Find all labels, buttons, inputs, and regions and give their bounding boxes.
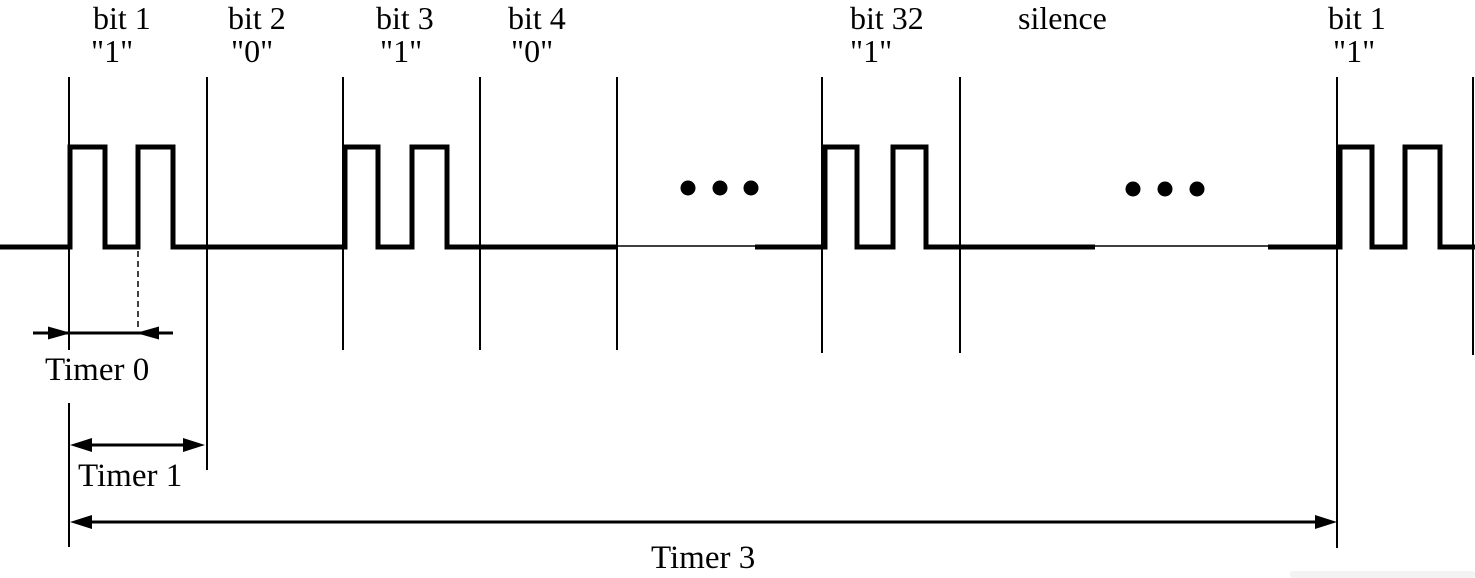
- signal-waveform: [0, 144, 1475, 250]
- timer0-arrow: [33, 326, 173, 340]
- timer1-label: Timer 1: [78, 458, 183, 494]
- bit4-label: bit 4: [508, 0, 566, 36]
- ellipsis-dot: [743, 180, 759, 196]
- bit2-label: bit 2: [228, 0, 286, 36]
- ellipsis-dot: [712, 180, 728, 196]
- ellipsis-dot: [680, 180, 696, 196]
- bit32-label: bit 32: [850, 0, 924, 36]
- timer3-arrowhead-left-icon: [70, 515, 92, 529]
- timer0-arrowhead-right-icon: [48, 326, 71, 340]
- silence-label: silence: [1018, 0, 1107, 36]
- timer3-arrow: [70, 515, 1337, 529]
- timer3-label: Timer 3: [651, 540, 756, 576]
- bit1-repeat-value: "1": [1333, 33, 1376, 69]
- timer1-arrow: [70, 438, 205, 452]
- bit3-label: bit 3: [376, 0, 434, 36]
- ellipsis-dot: [1189, 181, 1205, 197]
- ellipsis-dots-group-2: [1125, 181, 1205, 197]
- ellipsis-dot: [1125, 181, 1141, 197]
- bottom-right-artifact: [1290, 571, 1475, 578]
- bit4-value: "0": [511, 33, 554, 69]
- waveform-segment-bit32: [755, 144, 1095, 250]
- bit1-label: bit 1: [93, 0, 151, 36]
- bit2-value: "0": [231, 33, 274, 69]
- bit-boundary-lines: [68, 77, 1474, 548]
- bit32-value: "1": [850, 33, 893, 69]
- timer1-arrowhead-right-icon: [183, 438, 205, 452]
- waveform-segment-bit1-repeat: [1268, 144, 1475, 250]
- waveform-segment-bits1-4: [0, 144, 617, 250]
- timer1-arrowhead-left-icon: [70, 438, 92, 452]
- ellipsis-dots-group-1: [680, 180, 759, 196]
- timer0-arrowhead-left-icon: [136, 326, 159, 340]
- ellipsis-dot: [1157, 181, 1173, 197]
- bit1-repeat-label: bit 1: [1328, 0, 1386, 36]
- bit3-value: "1": [380, 33, 423, 69]
- bit1-value: "1": [91, 33, 134, 69]
- timer3-arrowhead-right-icon: [1315, 515, 1337, 529]
- timer0-label: Timer 0: [45, 352, 150, 388]
